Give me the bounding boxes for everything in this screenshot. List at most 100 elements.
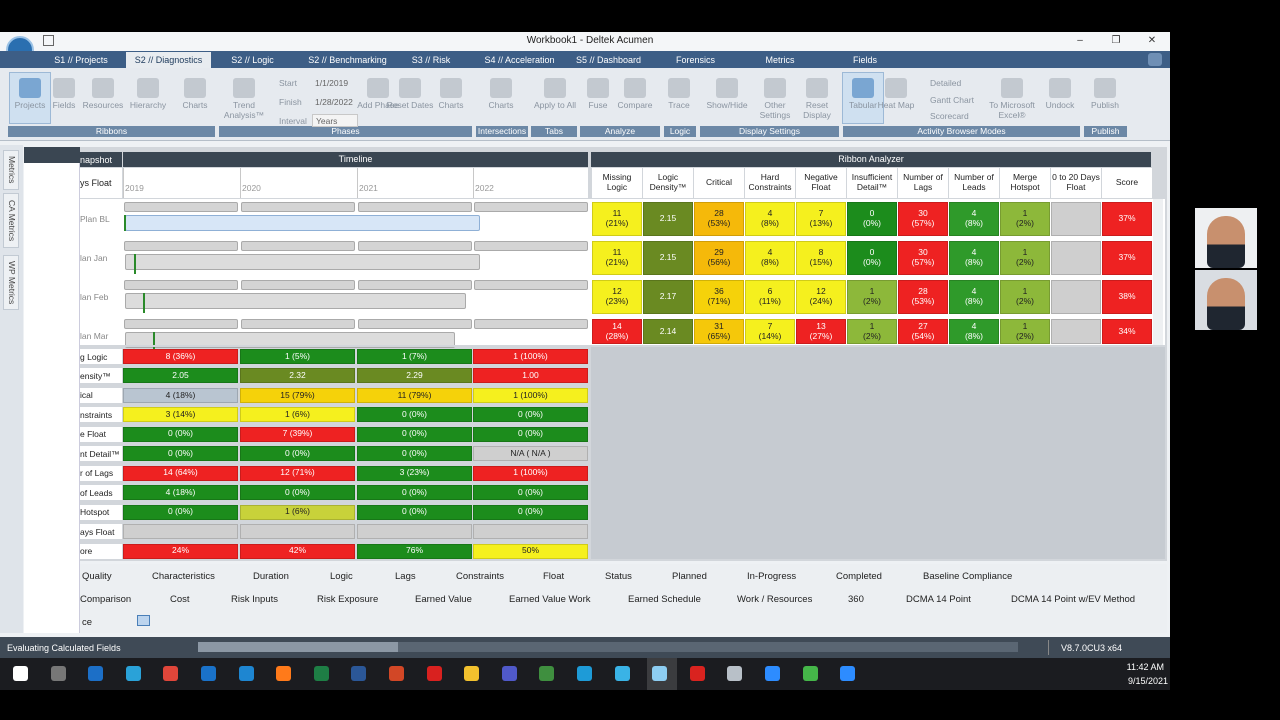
- taskbar-icon[interactable]: [464, 666, 480, 681]
- view-option[interactable]: Detailed: [930, 78, 962, 88]
- ribbon-tab[interactable]: Metrics: [765, 54, 795, 65]
- bottom-tab[interactable]: Quality: [82, 570, 112, 582]
- analyzer-cell[interactable]: 1 (2%): [1000, 241, 1050, 275]
- bottom-tab[interactable]: Work / Resources: [737, 593, 813, 605]
- phase-field-input[interactable]: Years: [312, 114, 358, 127]
- bottom-tab[interactable]: Characteristics: [152, 570, 215, 582]
- ribbon-button[interactable]: Reset Dates: [386, 100, 434, 110]
- view-option[interactable]: Scorecard: [930, 111, 969, 121]
- metric-cell[interactable]: 0 (0%): [357, 407, 472, 423]
- ribbon-button[interactable]: Trend Analysis™: [223, 100, 265, 120]
- analyzer-cell[interactable]: 30 (57%): [898, 202, 948, 236]
- taskbar-icon[interactable]: [840, 666, 856, 681]
- ribbon-button[interactable]: Add Phase: [357, 100, 399, 110]
- metric-cell[interactable]: 0 (0%): [473, 504, 588, 520]
- ribbon-button[interactable]: Other Settings: [759, 100, 791, 120]
- analyzer-cell[interactable]: 11 (21%): [592, 202, 642, 236]
- metric-cell[interactable]: 12 (71%): [240, 465, 355, 481]
- bottom-tab[interactable]: Status: [605, 570, 632, 582]
- metric-cell[interactable]: 2.32: [240, 368, 355, 384]
- metric-cell[interactable]: 15 (79%): [240, 387, 355, 403]
- analyzer-cell[interactable]: 4 (8%): [949, 280, 999, 314]
- analyzer-cell[interactable]: 0 (0%): [847, 202, 897, 236]
- taskbar-icon[interactable]: [163, 666, 179, 681]
- taskbar-icon[interactable]: [351, 666, 367, 681]
- bottom-tab[interactable]: Constraints: [456, 570, 505, 582]
- taskbar-icon[interactable]: [689, 666, 705, 681]
- metric-cell[interactable]: 0 (0%): [473, 485, 588, 501]
- bottom-tab[interactable]: In-Progress: [747, 570, 797, 582]
- ribbon-button[interactable]: Publish: [1091, 100, 1119, 110]
- analyzer-cell[interactable]: 6 (11%): [745, 280, 795, 314]
- analyzer-cell[interactable]: 27 (54%): [898, 319, 948, 344]
- ribbon-button[interactable]: Projects: [14, 100, 46, 110]
- taskbar-icon[interactable]: [238, 666, 254, 681]
- bottom-tab[interactable]: Earned Value Work: [509, 593, 591, 605]
- taskbar-icon[interactable]: [276, 666, 292, 681]
- ribbon-button[interactable]: To Microsoft Excel®: [989, 100, 1035, 120]
- metric-cell[interactable]: 11 (79%): [357, 387, 472, 403]
- ribbon-tab[interactable]: S1 // Projects: [54, 54, 108, 65]
- bottom-tab[interactable]: ce: [82, 616, 93, 628]
- ribbon-button[interactable]: Tabular: [849, 100, 877, 110]
- taskbar-icon[interactable]: [13, 666, 28, 681]
- ribbon-button[interactable]: Fields: [52, 100, 76, 110]
- ribbon-button[interactable]: Fuse: [588, 100, 608, 110]
- analyzer-cell[interactable]: 2.17: [643, 280, 693, 314]
- analyzer-cell[interactable]: 1 (2%): [847, 280, 897, 314]
- analyzer-cell[interactable]: 34%: [1102, 319, 1152, 344]
- analyzer-cell[interactable]: 1 (2%): [1000, 280, 1050, 314]
- taskbar-icon[interactable]: [125, 666, 141, 681]
- metric-cell[interactable]: 50%: [473, 543, 588, 559]
- analyzer-cell[interactable]: 13 (27%): [796, 319, 846, 344]
- bottom-tab[interactable]: DCMA 14 Point: [906, 593, 971, 605]
- ribbon-button[interactable]: Hierarchy: [129, 100, 167, 110]
- bottom-tab[interactable]: DCMA 14 Point w/EV Method: [1011, 593, 1136, 605]
- analyzer-cell[interactable]: 1 (2%): [1000, 202, 1050, 236]
- taskbar-icon[interactable]: [802, 666, 818, 681]
- ribbon-button[interactable]: Trace: [668, 100, 690, 110]
- ribbon-tab[interactable]: Forensics: [675, 54, 715, 65]
- analyzer-cell[interactable]: [1051, 241, 1101, 275]
- analyzer-cell[interactable]: 14 (28%): [592, 319, 642, 344]
- metric-cell[interactable]: 0 (0%): [123, 504, 238, 520]
- taskbar-icon[interactable]: [313, 666, 329, 681]
- metric-cell[interactable]: 1 (7%): [357, 349, 472, 364]
- bottom-tab[interactable]: Comparison: [80, 593, 132, 605]
- bottom-tab[interactable]: Earned Schedule: [628, 593, 701, 605]
- ribbon-button[interactable]: Charts: [488, 100, 514, 110]
- analyzer-cell[interactable]: 12 (23%): [592, 280, 642, 314]
- analyzer-cell[interactable]: 36 (71%): [694, 280, 744, 314]
- analyzer-cell[interactable]: 1 (2%): [1000, 319, 1050, 344]
- ribbon-button[interactable]: Heat Map: [877, 100, 915, 110]
- side-tab[interactable]: Metrics: [3, 150, 19, 190]
- analyzer-cell[interactable]: 1 (2%): [847, 319, 897, 344]
- metric-cell[interactable]: 1.00: [473, 368, 588, 384]
- metric-cell[interactable]: 24%: [123, 543, 238, 559]
- metric-cell[interactable]: 4 (18%): [123, 387, 238, 403]
- side-tab[interactable]: WP Metrics: [3, 255, 19, 310]
- window-button[interactable]: ❐: [1111, 34, 1121, 46]
- analyzer-cell[interactable]: 37%: [1102, 202, 1152, 236]
- analyzer-cell[interactable]: 30 (57%): [898, 241, 948, 275]
- metric-cell[interactable]: 0 (0%): [473, 426, 588, 442]
- quick-save[interactable]: [43, 35, 54, 46]
- analyzer-cell[interactable]: 12 (24%): [796, 280, 846, 314]
- ribbon-tab[interactable]: Fields: [852, 54, 877, 65]
- ribbon-button[interactable]: Show/Hide: [706, 100, 748, 110]
- ribbon-tab[interactable]: S4 // Acceleration: [484, 54, 555, 65]
- analyzer-cell[interactable]: 29 (56%): [694, 241, 744, 275]
- metric-cell[interactable]: 1 (100%): [473, 465, 588, 481]
- metric-cell[interactable]: 3 (23%): [357, 465, 472, 481]
- metric-cell[interactable]: N/A ( N/A ): [473, 446, 588, 462]
- analyzer-cell[interactable]: 7 (14%): [745, 319, 795, 344]
- metric-cell[interactable]: 2.05: [123, 368, 238, 384]
- analyzer-cell[interactable]: 28 (53%): [898, 280, 948, 314]
- metric-cell[interactable]: 42%: [240, 543, 355, 559]
- phase-field-input[interactable]: 1/28/2022: [315, 96, 353, 107]
- analyzer-cell[interactable]: [1051, 319, 1101, 344]
- analyzer-cell[interactable]: 0 (0%): [847, 241, 897, 275]
- metric-cell[interactable]: 0 (0%): [357, 426, 472, 442]
- metric-cell[interactable]: 0 (0%): [240, 485, 355, 501]
- metric-cell[interactable]: 0 (0%): [123, 426, 238, 442]
